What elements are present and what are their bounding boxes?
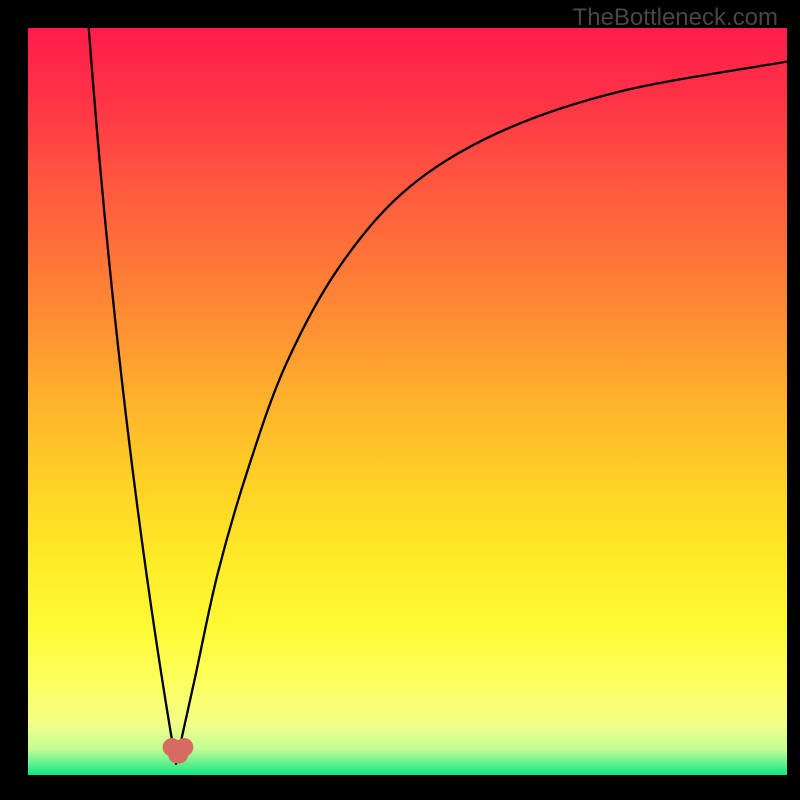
attribution-text: TheBottleneck.com	[573, 4, 778, 32]
plot-area	[28, 28, 787, 775]
curve-layer	[28, 28, 787, 775]
min-marker	[163, 738, 194, 763]
bottleneck-curve	[89, 28, 787, 764]
